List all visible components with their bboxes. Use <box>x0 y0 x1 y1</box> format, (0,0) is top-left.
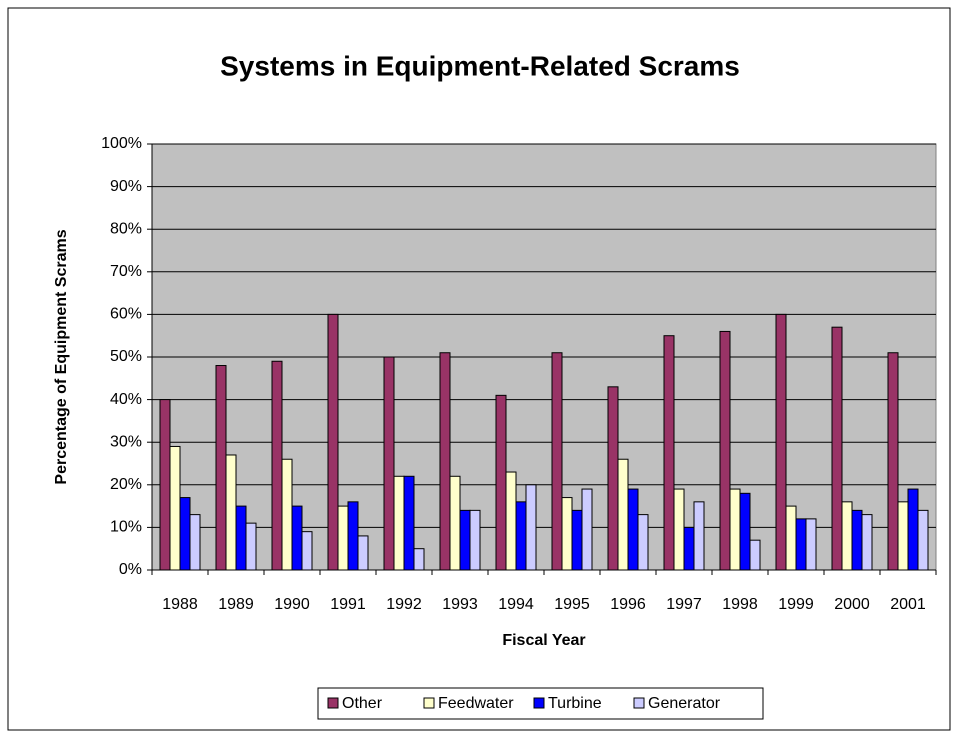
bar <box>785 505 797 571</box>
y-tick-label: 40% <box>110 391 142 408</box>
x-tick-label: 1994 <box>498 596 534 613</box>
y-axis-title: Percentage of Equipment Scrams <box>53 229 70 484</box>
bar <box>561 497 573 571</box>
x-tick-label: 1996 <box>610 596 646 613</box>
bar <box>861 514 873 571</box>
y-tick-label: 100% <box>101 135 142 152</box>
bar <box>271 360 283 571</box>
bar <box>281 458 293 571</box>
y-tick-label: 20% <box>110 476 142 493</box>
bar <box>719 330 731 571</box>
bar <box>393 475 405 571</box>
bar <box>693 501 705 571</box>
bar <box>347 501 359 571</box>
x-tick-label: 1997 <box>666 596 702 613</box>
bar <box>225 454 237 571</box>
bar <box>795 518 807 571</box>
bar <box>291 505 303 571</box>
bar <box>887 352 899 571</box>
bar <box>673 488 685 571</box>
bar <box>841 501 853 571</box>
x-tick-label: 1988 <box>162 596 198 613</box>
bar <box>505 471 517 571</box>
x-axis-title: Fiscal Year <box>502 632 585 649</box>
bar <box>169 445 181 571</box>
bar <box>439 352 451 571</box>
bar <box>581 488 593 571</box>
bar <box>245 522 257 571</box>
legend-label: Feedwater <box>438 695 514 712</box>
bar <box>627 488 639 571</box>
bar <box>525 484 537 571</box>
bar <box>907 488 919 571</box>
bar <box>179 497 191 571</box>
legend-swatch <box>423 697 435 709</box>
bar <box>459 509 471 571</box>
x-tick-label: 1992 <box>386 596 422 613</box>
legend-label: Other <box>342 695 383 712</box>
bar <box>235 505 247 571</box>
bar <box>551 352 563 571</box>
x-tick-label: 2000 <box>834 596 870 613</box>
bar <box>383 356 395 571</box>
bar <box>607 386 619 571</box>
bar <box>515 501 527 571</box>
bar <box>357 535 369 571</box>
legend-swatch <box>533 697 545 709</box>
legend-label: Generator <box>648 695 721 712</box>
bar <box>617 458 629 571</box>
bar <box>805 518 817 571</box>
x-tick-label: 1995 <box>554 596 590 613</box>
bar <box>159 399 171 571</box>
bar <box>729 488 741 571</box>
bar <box>189 514 201 571</box>
legend-swatch <box>327 697 339 709</box>
y-tick-label: 60% <box>110 306 142 323</box>
y-tick-label: 80% <box>110 220 142 237</box>
bar <box>301 531 313 571</box>
y-tick-label: 10% <box>110 519 142 536</box>
y-tick-label: 30% <box>110 433 142 450</box>
bar <box>571 509 583 571</box>
bar <box>851 509 863 571</box>
legend-label: Turbine <box>548 695 602 712</box>
bar <box>469 509 481 571</box>
bar <box>683 526 695 571</box>
bar <box>327 313 339 571</box>
x-tick-label: 1991 <box>330 596 366 613</box>
bar <box>413 548 425 571</box>
bar <box>637 514 649 571</box>
legend-swatch <box>633 697 645 709</box>
chart-title: Systems in Equipment-Related Scrams <box>220 50 740 81</box>
x-tick-label: 1999 <box>778 596 814 613</box>
y-tick-label: 70% <box>110 263 142 280</box>
bar <box>403 475 415 571</box>
bar <box>917 509 929 571</box>
x-tick-label: 1990 <box>274 596 310 613</box>
bar <box>775 313 787 571</box>
bar <box>831 326 843 571</box>
x-tick-label: 2001 <box>890 596 926 613</box>
bar <box>897 501 909 571</box>
bar <box>739 492 751 571</box>
y-tick-label: 50% <box>110 348 142 365</box>
y-tick-label: 0% <box>119 561 142 578</box>
x-tick-label: 1989 <box>218 596 254 613</box>
bar <box>663 335 675 571</box>
bar <box>449 475 461 571</box>
y-tick-label: 90% <box>110 178 142 195</box>
bar <box>749 539 761 571</box>
x-tick-label: 1998 <box>722 596 758 613</box>
bar <box>215 365 227 571</box>
bar <box>337 505 349 571</box>
bar <box>495 394 507 571</box>
x-tick-label: 1993 <box>442 596 478 613</box>
